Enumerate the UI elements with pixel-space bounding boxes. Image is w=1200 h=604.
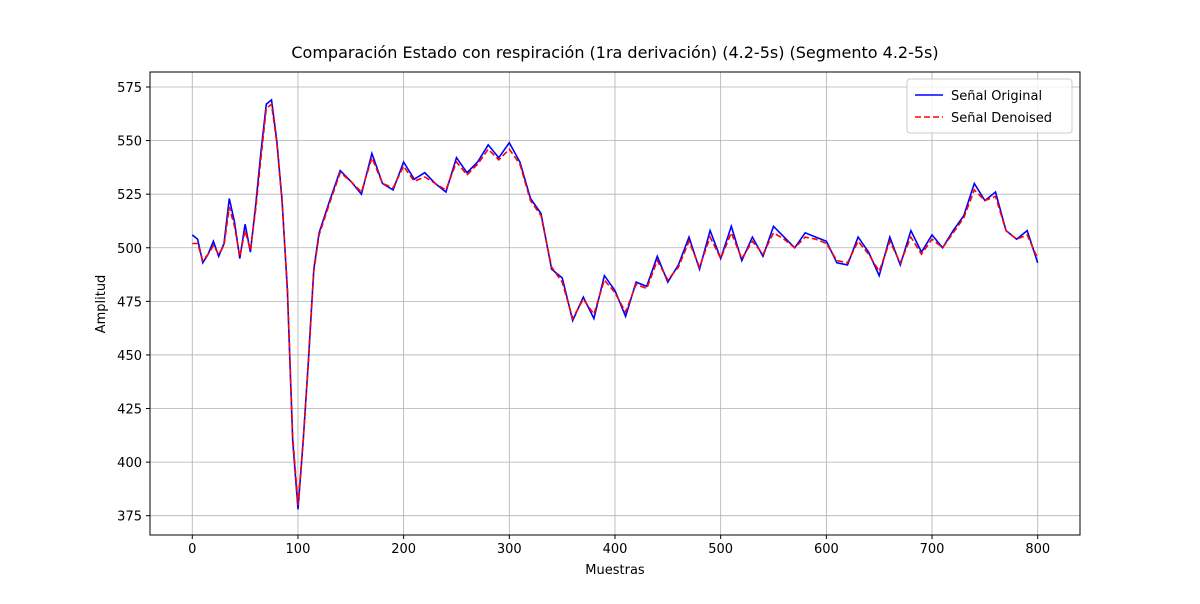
x-tick-label: 800 (1025, 542, 1050, 557)
x-tick-label: 500 (708, 542, 733, 557)
y-tick-label: 550 (117, 135, 142, 150)
legend: Señal Original Señal Denoised (906, 78, 1073, 134)
legend-label: Señal Denoised (951, 111, 1052, 126)
chart-title: Comparación Estado con respiración (1ra … (291, 43, 938, 62)
x-tick-label: 100 (286, 542, 311, 557)
y-tick-label: 500 (117, 242, 142, 257)
legend-label: Señal Original (951, 89, 1042, 104)
legend-box (906, 78, 1073, 134)
x-tick-label: 0 (188, 542, 196, 557)
plot-frame (149, 71, 1081, 536)
y-tick-label: 425 (117, 403, 142, 418)
y-tick-label: 375 (117, 510, 142, 525)
x-axis-label: Muestras (585, 563, 645, 578)
y-tick-label: 575 (117, 81, 142, 96)
x-tick-label: 300 (497, 542, 522, 557)
y-tick-label: 450 (117, 349, 142, 364)
y-tick-label: 475 (117, 295, 142, 310)
x-tick-label: 400 (603, 542, 628, 557)
y-axis-label: Amplitud (94, 275, 109, 334)
x-tick-label: 200 (391, 542, 416, 557)
x-tick-label: 700 (920, 542, 945, 557)
x-tick-label: 600 (814, 542, 839, 557)
y-tick-label: 525 (117, 188, 142, 203)
y-tick-label: 400 (117, 456, 142, 471)
data-line (192, 102, 1039, 506)
